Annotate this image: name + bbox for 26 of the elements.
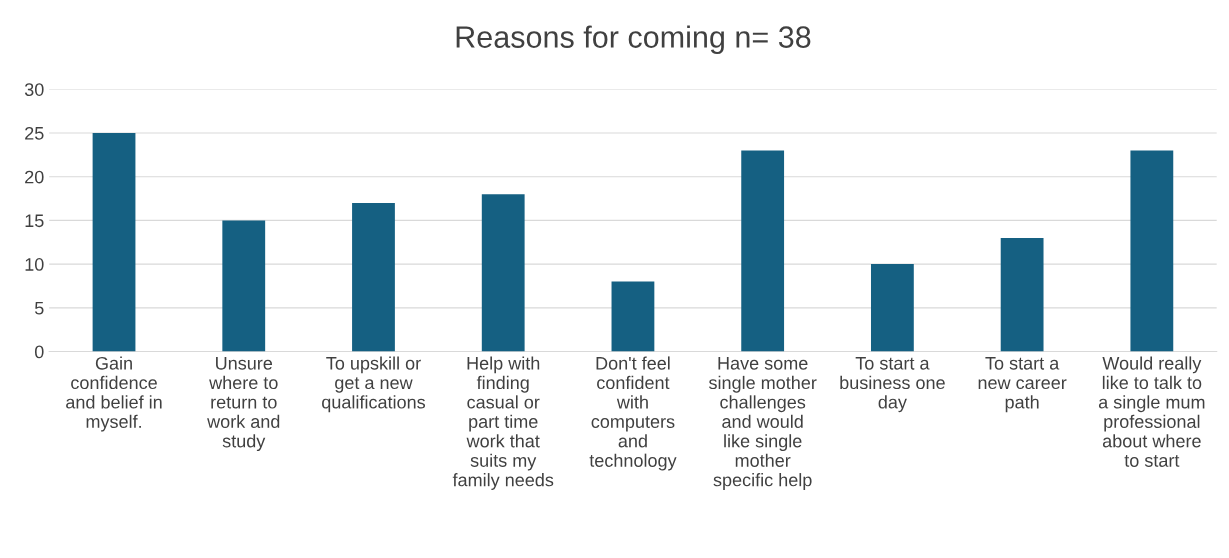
y-tick-label: 10 <box>25 258 44 271</box>
x-tick-label: Unsure where to return to work and study <box>207 357 280 452</box>
bar <box>92 132 136 352</box>
bar <box>1000 237 1044 352</box>
x-tick-label: Gain confidence and belief in myself. <box>66 356 162 432</box>
x-tick-label: Don't feel confident with computers and technology <box>589 356 677 471</box>
bar <box>352 202 395 352</box>
bar <box>870 264 914 352</box>
chart-title: Reasons for coming n= 38 <box>456 25 811 54</box>
bar <box>222 220 266 352</box>
y-tick-label: 25 <box>25 126 44 140</box>
x-tick-label: To start a business one day <box>840 357 945 413</box>
x-tick-label: To start a new career path <box>978 357 1067 413</box>
y-tick-label: 5 <box>34 301 44 315</box>
x-tick-label: Have some single mother challenges and would like single mother specific help <box>708 357 817 490</box>
y-tick-label: 20 <box>25 170 44 184</box>
y-tick-label: 15 <box>25 214 44 228</box>
bar <box>611 281 655 352</box>
bar <box>741 150 785 352</box>
bar <box>481 194 525 352</box>
bar <box>1130 150 1174 352</box>
x-tick-label: Help with finding casual or part time work that suits my family needs <box>452 356 554 490</box>
y-tick-label: 30 <box>24 83 44 96</box>
x-tick-label: To upskill or get a new qualifications <box>322 356 426 413</box>
y-tick-label: 0 <box>34 345 44 359</box>
x-tick-label: Would really like to talk to a single mum professional about where to start <box>1098 356 1205 467</box>
